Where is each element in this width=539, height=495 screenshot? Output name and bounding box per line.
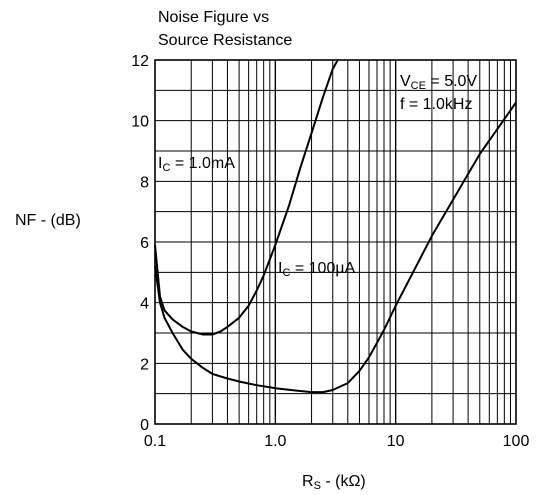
y-tick-label: 8 <box>140 174 149 191</box>
x-tick-labels: 0.1 1.0 10 100 <box>144 433 530 450</box>
x-tick-label: 0.1 <box>144 433 166 450</box>
x-tick-label: 1.0 <box>264 433 286 450</box>
series-label-ic-1ma: IC = 1.0mA <box>158 155 235 174</box>
y-tick-label: 4 <box>140 296 149 313</box>
y-tick-label: 12 <box>131 53 149 70</box>
y-axis-label: NF - (dB) <box>15 212 81 229</box>
chart-title-line1: Noise Figure vs <box>158 9 269 26</box>
grid <box>154 59 517 425</box>
y-tick-label: 6 <box>140 235 149 252</box>
y-tick-label: 0 <box>140 417 149 434</box>
y-tick-label: 10 <box>131 114 149 131</box>
y-tick-labels: 0 2 4 6 8 10 12 <box>131 53 149 434</box>
x-axis-label: RS - (kΩ) <box>302 473 366 492</box>
chart-title-line2: Source Resistance <box>158 32 292 49</box>
series-label-ic-100ua: IC = 100µA <box>278 260 356 279</box>
x-tick-label: 100 <box>503 433 530 450</box>
plot-frame <box>154 59 517 425</box>
condition-frequency: f = 1.0kHz <box>400 96 472 113</box>
series-lines <box>154 59 517 394</box>
series-line-0 <box>154 59 339 336</box>
series-line-1 <box>154 101 517 394</box>
y-tick-label: 2 <box>140 356 149 373</box>
x-tick-label: 10 <box>387 433 405 450</box>
condition-vce: VCE = 5.0V <box>400 73 477 92</box>
